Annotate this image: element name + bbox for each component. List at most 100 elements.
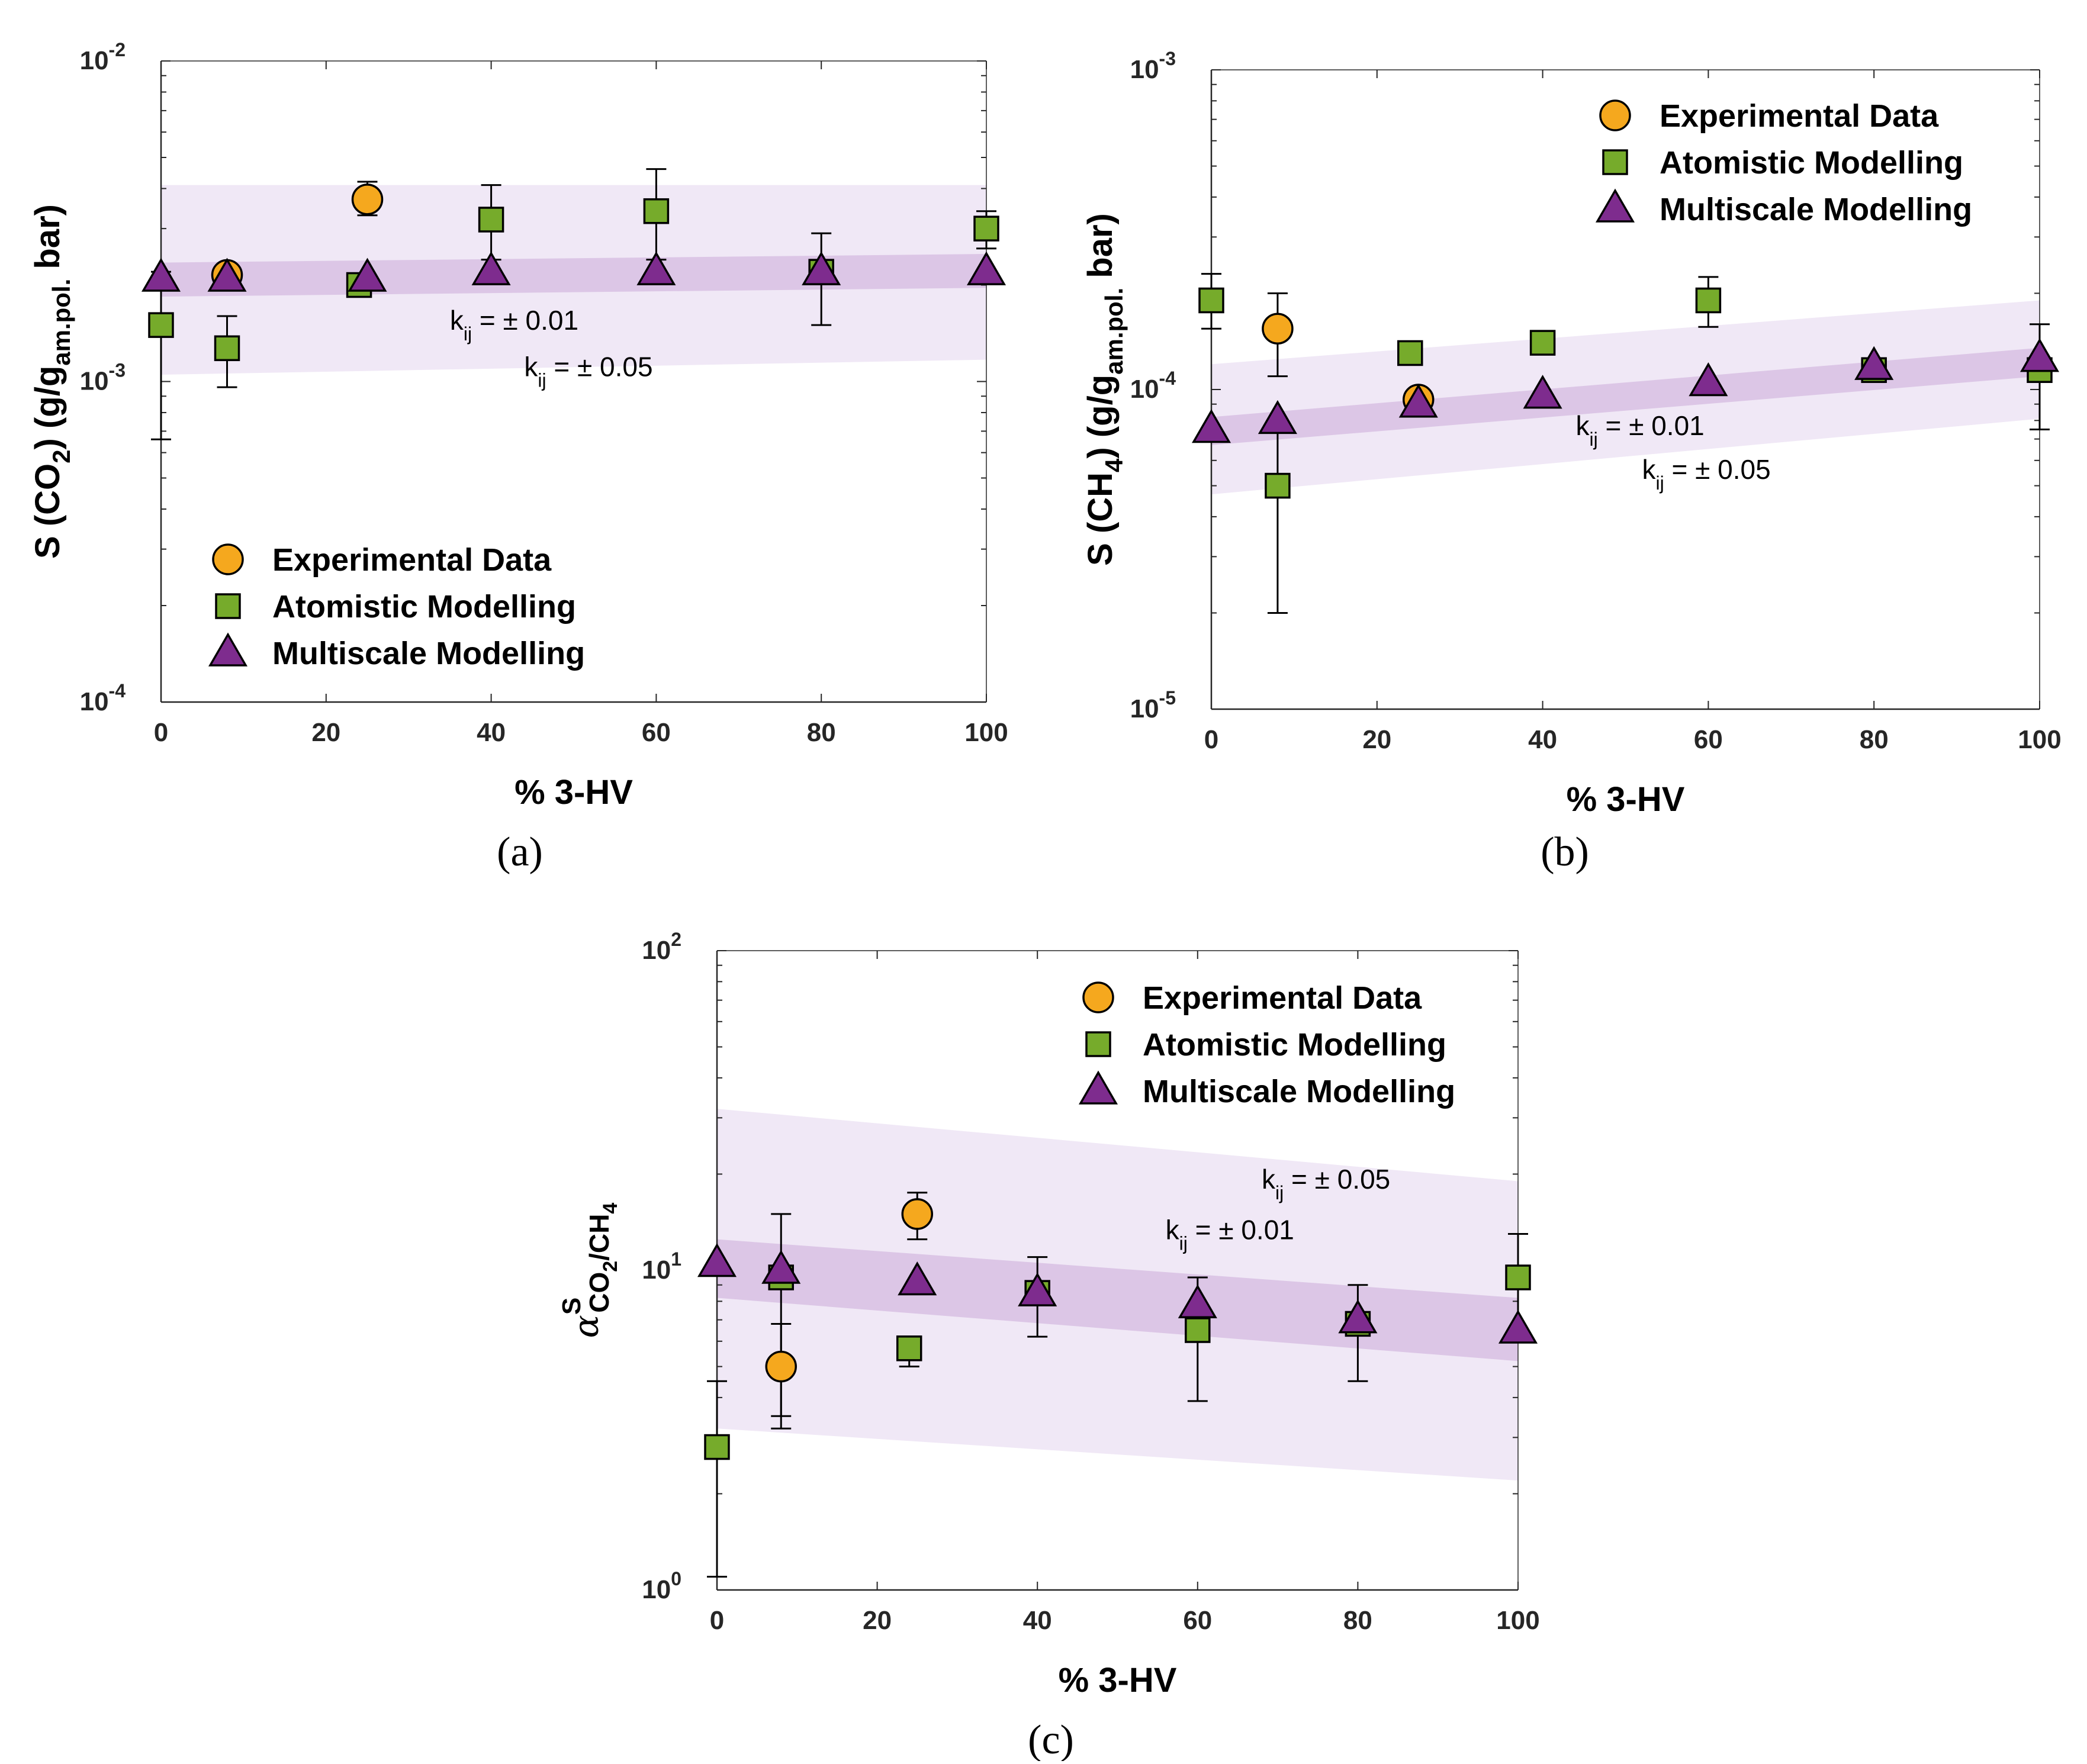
chart-panel-c: 0 20 40 60 80 100 100 101 102 % 3-HV αSCO2/CH4 kij …	[557, 929, 1540, 1763]
legend-label-experimental: Experimental Data	[1143, 980, 1422, 1016]
legend-marker-multiscale-triangle	[208, 632, 248, 667]
legend-label-experimental: Experimental Data	[272, 542, 552, 578]
x-tick-label: 40	[477, 718, 506, 747]
annotation-kij: kij = ± 0.01	[450, 305, 578, 345]
data-point-triangle	[966, 251, 1006, 285]
data-point-triangle	[898, 1261, 937, 1296]
data-point-triangle	[1258, 400, 1297, 434]
data-point-square	[1397, 340, 1423, 366]
legend-marker-experimental-circle	[1082, 981, 1114, 1013]
y-tick-label: 10-3	[80, 360, 126, 396]
legend-label-atomistic: Atomistic Modelling	[272, 589, 576, 625]
x-tick-label: 0	[710, 1606, 724, 1635]
x-tick-label: 20	[1362, 725, 1391, 754]
annotation-kij: kij = ± 0.01	[1166, 1215, 1294, 1254]
x-tick-label: 60	[642, 718, 671, 747]
x-tick-label: 20	[311, 718, 340, 747]
legend-label-multiscale: Multiscale Modelling	[272, 636, 585, 671]
y-tick-label: 10-4	[80, 680, 126, 716]
data-point-triangle	[207, 257, 247, 292]
x-axis-title: % 3-HV	[1567, 780, 1685, 819]
data-point-square	[896, 1335, 922, 1361]
data-point-triangle	[761, 1250, 801, 1284]
data-point-triangle	[141, 257, 181, 292]
annotation-kij: kij = ± 0.05	[524, 351, 652, 391]
annotation-kij: kij = ± 0.05	[1642, 454, 1770, 494]
x-tick-label: 60	[1694, 725, 1723, 754]
chart-panel-a: 0 20 40 60 80 100 10-4 10-3 10-2 % 3-HV S (CO2) (g…	[28, 39, 1008, 875]
data-point-square	[1185, 1317, 1211, 1343]
y-axis-title: S (CH4) (g/gam.pol. bar)	[1081, 213, 1128, 566]
legend-marker-atomistic-square	[1602, 149, 1628, 175]
x-tick-label: 40	[1528, 725, 1557, 754]
data-point-triangle	[348, 257, 387, 292]
x-tick-label: 40	[1023, 1606, 1052, 1635]
legend-marker-experimental-circle	[212, 543, 244, 575]
legend-label-multiscale: Multiscale Modelling	[1660, 192, 1972, 227]
legend-marker-multiscale-triangle	[1595, 188, 1635, 223]
legend-label-experimental: Experimental Data	[1660, 98, 1939, 134]
data-point-square	[478, 207, 504, 233]
x-tick-label: 80	[1343, 1606, 1372, 1635]
x-tick-label: 20	[863, 1606, 892, 1635]
data-point-square	[1265, 472, 1291, 499]
legend-marker-atomistic-square	[215, 593, 241, 619]
data-point-square	[1505, 1264, 1531, 1290]
chart-panel-b: 0 20 40 60 80 100 10-5 10-4 10-3 % 3-HV S (CH4) (g…	[1081, 48, 2062, 875]
data-point-triangle	[1191, 408, 1231, 443]
data-point-triangle	[802, 251, 841, 285]
data-point-triangle	[636, 251, 676, 285]
data-point-square	[148, 312, 174, 338]
y-tick-label: 101	[642, 1248, 681, 1285]
x-tick-label: 0	[154, 718, 168, 747]
data-point-triangle	[1689, 362, 1728, 397]
legend: Experimental Data Atomistic Modelling Mult…	[208, 542, 585, 671]
data-point-triangle	[471, 251, 511, 285]
legend: Experimental Data Atomistic Modelling Mult…	[1595, 98, 1972, 227]
data-point-square	[704, 1434, 730, 1460]
panel-label: (b)	[1541, 829, 1589, 875]
data-point-triangle	[1018, 1272, 1057, 1306]
legend-marker-experimental-circle	[1599, 99, 1631, 131]
annotation-kij: kij = ± 0.05	[1262, 1164, 1390, 1203]
y-axis-title: S (CO2) (g/gam.pol. bar)	[28, 204, 75, 559]
x-axis-title: % 3-HV	[1059, 1661, 1177, 1699]
x-tick-label: 100	[964, 718, 1008, 747]
data-point-triangle	[1498, 1309, 1538, 1344]
x-tick-label: 0	[1204, 725, 1218, 754]
x-tick-label: 100	[1496, 1606, 1539, 1635]
x-axis-title: % 3-HV	[514, 773, 633, 812]
legend-marker-atomistic-square	[1085, 1031, 1111, 1057]
data-point-circle	[1262, 313, 1294, 345]
x-tick-label: 80	[807, 718, 836, 747]
panel-label: (a)	[497, 829, 543, 875]
y-tick-label: 102	[642, 929, 681, 965]
data-point-square	[1198, 287, 1224, 314]
y-tick-label: 10-4	[1130, 368, 1176, 404]
data-point-triangle	[1338, 1299, 1378, 1334]
annotation-kij: kij = ± 0.01	[1576, 410, 1705, 450]
data-point-square	[1695, 287, 1722, 314]
data-point-circle	[901, 1198, 933, 1230]
data-point-circle	[765, 1350, 797, 1383]
legend: Experimental Data Atomistic Modelling Mult…	[1078, 980, 1455, 1109]
y-tick-label: 10-3	[1130, 48, 1176, 84]
legend-marker-multiscale-triangle	[1078, 1070, 1118, 1105]
x-tick-label: 60	[1183, 1606, 1212, 1635]
data-point-triangle	[697, 1243, 737, 1277]
legend-label-atomistic: Atomistic Modelling	[1660, 145, 1963, 181]
data-point-triangle	[1523, 375, 1562, 409]
data-point-triangle	[1398, 384, 1438, 418]
band-kij-001	[1211, 347, 2040, 445]
legend-label-atomistic: Atomistic Modelling	[1143, 1027, 1446, 1063]
legend-label-multiscale: Multiscale Modelling	[1143, 1074, 1455, 1109]
data-point-triangle	[1854, 346, 1894, 380]
y-axis-title: αSCO2/CH4	[557, 1203, 622, 1338]
data-point-triangle	[2020, 338, 2060, 372]
x-tick-label: 80	[1860, 725, 1889, 754]
data-point-triangle	[1178, 1284, 1217, 1319]
y-tick-label: 10-2	[80, 39, 126, 75]
data-point-square	[214, 335, 240, 362]
